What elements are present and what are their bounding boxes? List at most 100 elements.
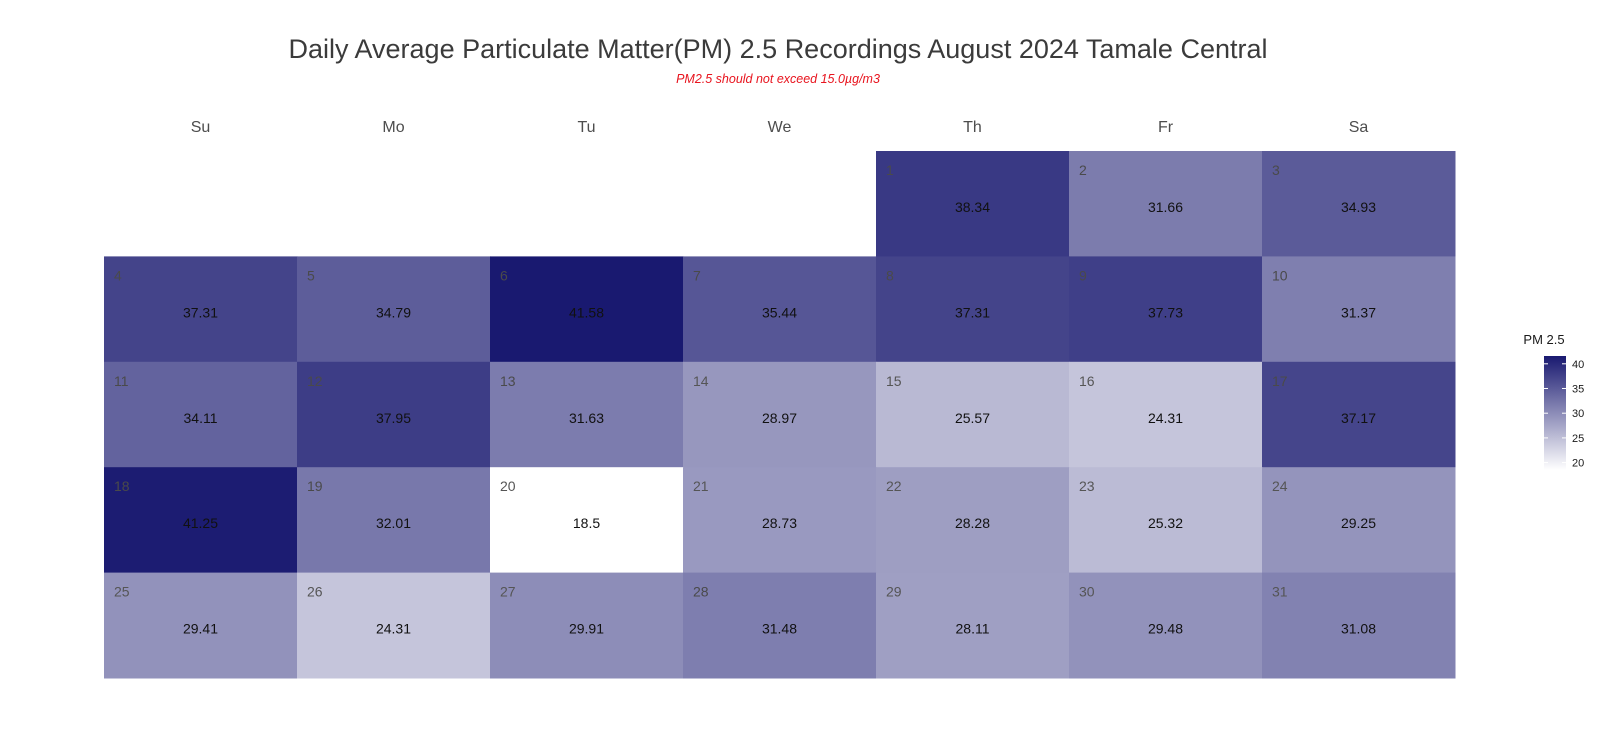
day-number-8: 8 xyxy=(886,267,894,283)
day-value-6: 41.58 xyxy=(569,304,604,320)
day-value-28: 31.48 xyxy=(762,621,797,637)
day-number-28: 28 xyxy=(693,584,709,600)
day-value-19: 32.01 xyxy=(376,515,411,531)
day-number-26: 26 xyxy=(307,584,323,600)
day-cell-8 xyxy=(876,256,1070,363)
day-cell-2 xyxy=(1069,151,1263,257)
day-value-3: 34.93 xyxy=(1341,199,1376,215)
day-value-1: 38.34 xyxy=(955,199,990,215)
day-number-30: 30 xyxy=(1079,584,1095,600)
day-number-21: 21 xyxy=(693,478,709,494)
day-value-27: 29.91 xyxy=(569,621,604,637)
day-cell-3 xyxy=(1262,151,1456,257)
day-cell-17 xyxy=(1262,361,1456,468)
day-number-14: 14 xyxy=(693,373,709,389)
day-value-30: 29.48 xyxy=(1148,621,1183,637)
weekday-label-we: We xyxy=(768,119,792,136)
day-cell-26 xyxy=(297,572,491,679)
day-cell-4 xyxy=(104,256,298,363)
day-number-13: 13 xyxy=(500,373,516,389)
day-cell-5 xyxy=(297,256,491,363)
day-value-21: 28.73 xyxy=(762,515,797,531)
legend-tick-label-30: 30 xyxy=(1572,408,1584,420)
day-value-13: 31.63 xyxy=(569,410,604,426)
day-value-9: 37.73 xyxy=(1148,304,1183,320)
day-value-26: 24.31 xyxy=(376,621,411,637)
day-cell-29 xyxy=(876,572,1070,679)
day-value-29: 28.11 xyxy=(956,621,990,637)
day-value-20: 18.5 xyxy=(573,515,600,531)
day-number-24: 24 xyxy=(1272,478,1288,494)
day-number-5: 5 xyxy=(307,267,315,283)
day-number-10: 10 xyxy=(1272,267,1288,283)
weekday-label-sa: Sa xyxy=(1349,119,1369,136)
day-number-2: 2 xyxy=(1079,162,1087,178)
day-number-6: 6 xyxy=(500,267,508,283)
day-value-17: 37.17 xyxy=(1341,410,1376,426)
day-cell-30 xyxy=(1069,572,1263,679)
weekday-label-su: Su xyxy=(191,119,211,136)
day-number-19: 19 xyxy=(307,478,323,494)
day-cell-7 xyxy=(683,256,877,363)
legend-colorbar xyxy=(1544,356,1566,470)
day-value-25: 29.41 xyxy=(183,621,218,637)
day-cell-21 xyxy=(683,467,877,574)
day-value-2: 31.66 xyxy=(1148,199,1183,215)
legend-tick-label-20: 20 xyxy=(1572,458,1584,470)
day-cell-10 xyxy=(1262,256,1456,363)
day-cell-22 xyxy=(876,467,1070,574)
day-cell-1 xyxy=(876,151,1070,257)
day-number-11: 11 xyxy=(114,373,129,389)
day-cell-6 xyxy=(490,256,684,363)
day-value-14: 28.97 xyxy=(762,410,797,426)
day-value-4: 37.31 xyxy=(183,304,218,320)
calendar-grid: 1 38.34 2 31.66 3 34.93 4 37.31 5 34.79 6 41.58 7 35.… xyxy=(104,151,1456,679)
day-cell-27 xyxy=(490,572,684,679)
day-cell-18 xyxy=(104,467,298,574)
day-number-23: 23 xyxy=(1079,478,1095,494)
day-value-8: 37.31 xyxy=(955,304,990,320)
day-number-12: 12 xyxy=(307,373,323,389)
day-value-15: 25.57 xyxy=(955,410,990,426)
day-number-31: 31 xyxy=(1272,584,1288,600)
weekday-label-fr: Fr xyxy=(1158,119,1174,136)
day-cell-11 xyxy=(104,361,298,468)
day-cell-25 xyxy=(104,572,298,679)
chart-subtitle: PM2.5 should not exceed 15.0µg/m3 xyxy=(676,72,880,86)
day-number-3: 3 xyxy=(1272,162,1280,178)
day-cell-20 xyxy=(490,467,684,574)
day-number-9: 9 xyxy=(1079,267,1087,283)
day-value-24: 29.25 xyxy=(1341,515,1376,531)
day-cell-12 xyxy=(297,361,491,468)
day-cell-14 xyxy=(683,361,877,468)
day-value-7: 35.44 xyxy=(762,304,797,320)
day-number-15: 15 xyxy=(886,373,902,389)
day-number-22: 22 xyxy=(886,478,902,494)
day-number-29: 29 xyxy=(886,584,902,600)
day-number-27: 27 xyxy=(500,584,516,600)
legend-tick-label-35: 35 xyxy=(1572,384,1584,396)
day-cell-13 xyxy=(490,361,684,468)
day-cell-28 xyxy=(683,572,877,679)
day-value-12: 37.95 xyxy=(376,410,411,426)
day-number-18: 18 xyxy=(114,478,130,494)
day-number-17: 17 xyxy=(1272,373,1288,389)
day-value-23: 25.32 xyxy=(1148,515,1183,531)
weekday-label-mo: Mo xyxy=(382,119,404,136)
day-cell-24 xyxy=(1262,467,1456,574)
day-cell-31 xyxy=(1262,572,1456,679)
day-value-5: 34.79 xyxy=(376,304,411,320)
chart-title: Daily Average Particulate Matter(PM) 2.5… xyxy=(288,34,1267,64)
legend-title: PM 2.5 xyxy=(1523,332,1564,347)
legend-tick-label-40: 40 xyxy=(1572,359,1584,371)
day-cell-19 xyxy=(297,467,491,574)
day-value-11: 34.11 xyxy=(184,410,218,426)
day-cell-23 xyxy=(1069,467,1263,574)
day-number-16: 16 xyxy=(1079,373,1095,389)
weekday-header-row: Su Mo Tu We Th Fr Sa xyxy=(191,119,1369,136)
day-value-10: 31.37 xyxy=(1341,304,1376,320)
day-value-31: 31.08 xyxy=(1341,621,1376,637)
day-value-16: 24.31 xyxy=(1148,410,1183,426)
legend-tick-label-25: 25 xyxy=(1572,433,1584,445)
day-number-20: 20 xyxy=(500,478,516,494)
